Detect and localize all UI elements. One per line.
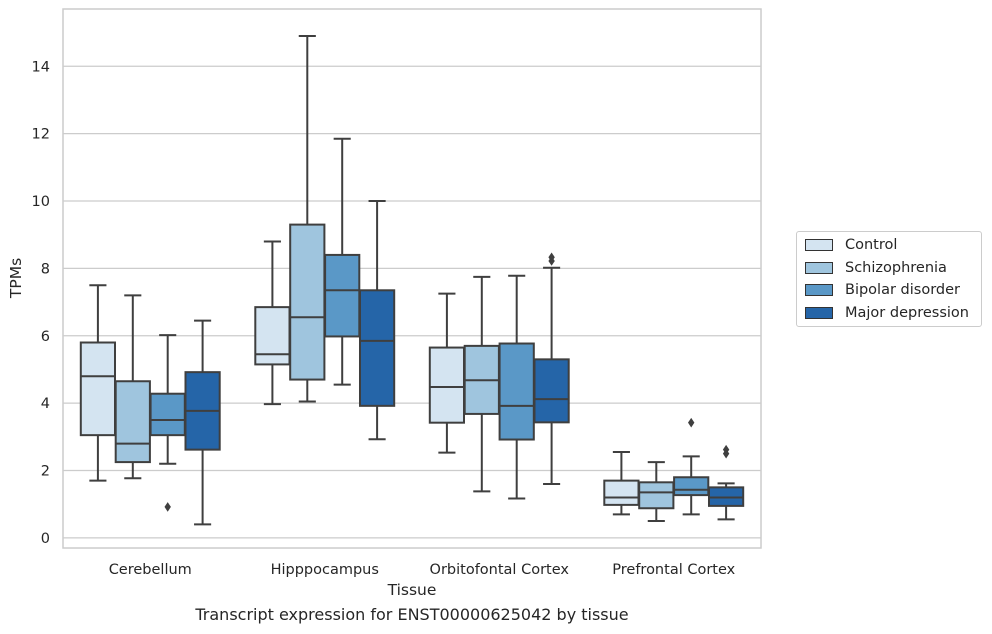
y-tick-label: 2 — [41, 464, 50, 480]
box-series — [79, 34, 745, 526]
box — [707, 444, 745, 521]
x-axis-title: Tissue — [387, 581, 437, 599]
y-tick-label: 14 — [32, 59, 50, 75]
legend-swatch — [805, 239, 833, 251]
x-tick-label: Cerebellum — [109, 562, 192, 578]
legend: Control Schizophrenia Bipolar disorder Majo… — [796, 231, 982, 327]
x-tick-label: Prefrontal Cortex — [612, 562, 735, 578]
box — [358, 200, 396, 441]
box — [254, 240, 291, 406]
box — [533, 252, 570, 485]
outlier-point — [164, 502, 171, 512]
series-group — [184, 200, 745, 526]
legend-swatch — [805, 261, 833, 274]
legend-label: Control — [845, 237, 898, 253]
box — [603, 450, 640, 516]
y-axis-title: TPMs — [7, 258, 25, 299]
x-tick-labels: Cerebellum Hipppocampus Orbitofontal Corte… — [109, 562, 736, 578]
box — [149, 334, 186, 512]
box-iqr — [603, 479, 640, 506]
box — [324, 137, 361, 386]
outlier-point — [722, 444, 730, 455]
legend-label: Bipolar disorder — [845, 282, 960, 298]
box-iqr — [638, 481, 675, 510]
legend-item: Bipolar disorder — [805, 281, 960, 299]
legend-item: Schizophrenia — [805, 259, 947, 277]
y-tick-label: 4 — [41, 396, 50, 412]
box — [498, 274, 535, 500]
y-tick-label: 0 — [41, 531, 50, 547]
y-tick-label: 12 — [32, 127, 50, 143]
x-tick-label: Orbitofontal Cortex — [430, 562, 570, 578]
box-iqr — [358, 289, 396, 407]
box-iqr — [149, 392, 186, 437]
x-tick-label: Hipppocampus — [271, 562, 379, 578]
outlier-point — [688, 417, 695, 428]
box-iqr — [533, 358, 570, 424]
outlier-point — [548, 252, 555, 263]
box — [184, 319, 221, 526]
box — [114, 294, 151, 480]
box — [289, 34, 326, 403]
plot-frame — [62, 8, 762, 549]
y-tick-label: 10 — [32, 194, 50, 210]
box — [79, 284, 117, 482]
chart-caption: Transcript expression for ENST0000062504… — [195, 605, 629, 624]
y-tick-label: 6 — [41, 329, 50, 345]
box-iqr — [324, 253, 361, 338]
box-iqr — [498, 342, 535, 441]
y-tick-labels: 0 2 4 6 8 10 12 14 — [32, 59, 50, 547]
legend-swatch — [805, 284, 833, 296]
box-iqr — [428, 346, 466, 424]
legend-swatch — [805, 306, 833, 319]
series-group — [149, 137, 710, 516]
series-group — [79, 240, 640, 516]
y-tick-label: 8 — [41, 261, 50, 277]
legend-item: Major depression — [805, 304, 969, 322]
legend-label: Schizophrenia — [845, 259, 947, 276]
legend-item: Control — [805, 236, 897, 254]
box — [463, 275, 500, 493]
legend-label: Major depression — [845, 304, 969, 321]
box — [673, 417, 710, 516]
box-iqr — [114, 380, 151, 464]
box-iqr — [79, 341, 117, 437]
box-iqr — [673, 476, 710, 497]
box — [428, 292, 466, 454]
box-iqr — [289, 223, 326, 381]
box-iqr — [254, 306, 291, 366]
